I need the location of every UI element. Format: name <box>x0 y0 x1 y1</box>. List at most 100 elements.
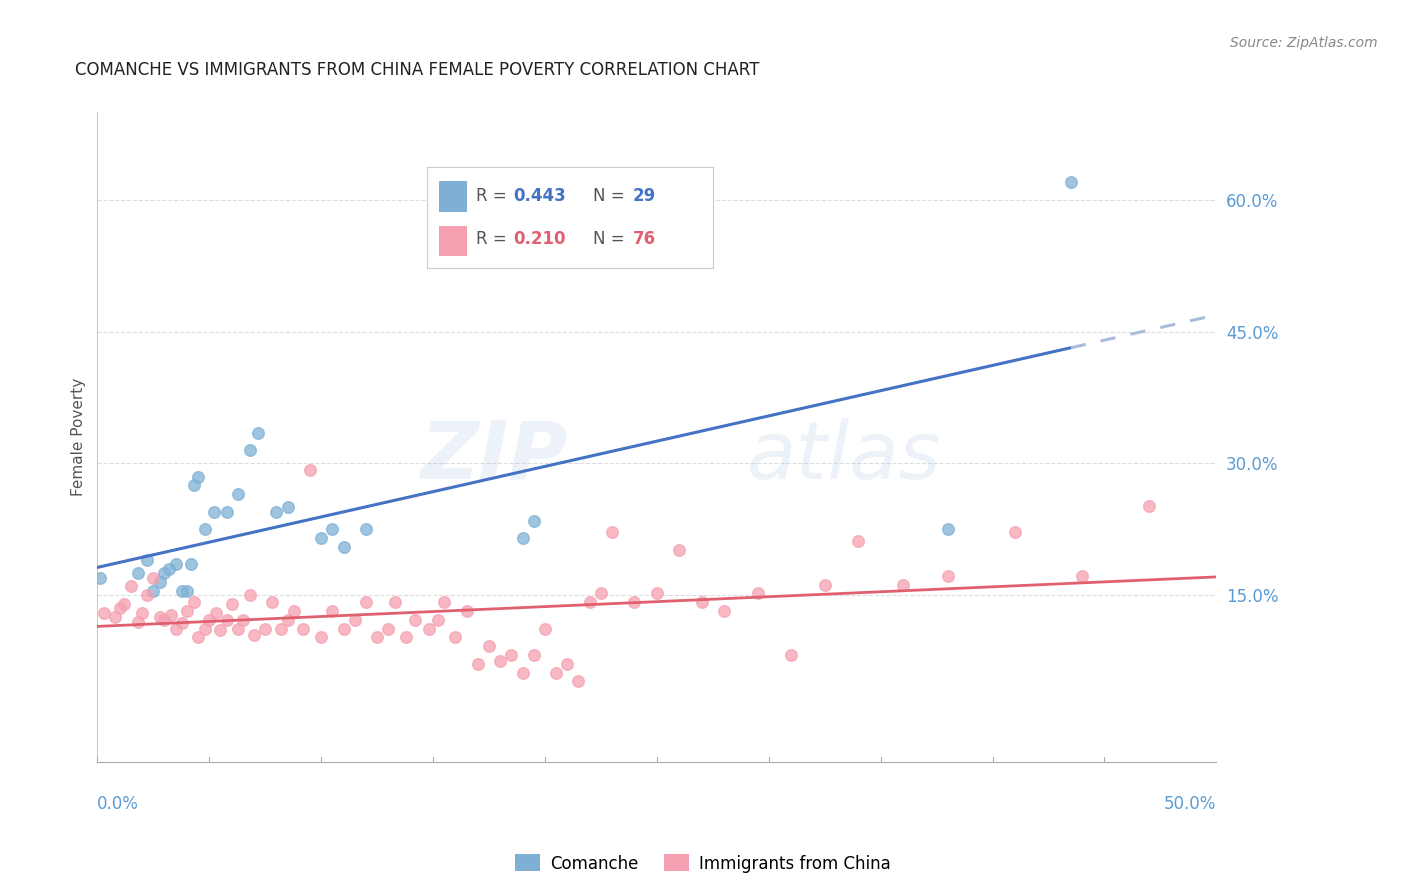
Point <box>283 604 305 618</box>
Point <box>89 571 111 585</box>
Text: Source: ZipAtlas.com: Source: ZipAtlas.com <box>1230 36 1378 50</box>
Point <box>366 631 388 645</box>
Point <box>153 613 176 627</box>
Point <box>180 558 202 572</box>
Point <box>120 579 142 593</box>
Point <box>780 648 803 662</box>
Point <box>478 639 501 653</box>
Point <box>172 616 194 631</box>
Point <box>600 524 623 539</box>
Point <box>205 606 228 620</box>
Point <box>127 566 149 581</box>
Point <box>183 595 205 609</box>
Point <box>936 522 959 536</box>
Point <box>221 597 243 611</box>
Point <box>238 443 260 458</box>
Point <box>232 613 254 627</box>
Point <box>176 604 198 618</box>
Point <box>266 505 288 519</box>
Point <box>183 478 205 492</box>
Point <box>395 631 418 645</box>
Point <box>444 631 467 645</box>
Point <box>1137 499 1160 513</box>
Point <box>936 569 959 583</box>
Point <box>172 583 194 598</box>
Text: 50.0%: 50.0% <box>1164 795 1216 813</box>
Text: COMANCHE VS IMMIGRANTS FROM CHINA FEMALE POVERTY CORRELATION CHART: COMANCHE VS IMMIGRANTS FROM CHINA FEMALE… <box>75 62 759 79</box>
Point <box>228 622 250 636</box>
Point <box>578 595 600 609</box>
Point <box>247 425 270 440</box>
Point <box>489 654 512 668</box>
Point <box>292 622 315 636</box>
Point <box>243 628 266 642</box>
Point <box>254 622 277 636</box>
Point <box>523 514 546 528</box>
Point <box>1060 175 1083 189</box>
Point <box>426 613 449 627</box>
Point <box>104 610 127 624</box>
Point <box>187 469 209 483</box>
Point <box>456 604 478 618</box>
Text: 0.0%: 0.0% <box>97 795 139 813</box>
Point <box>217 505 239 519</box>
Text: ZIP: ZIP <box>420 417 567 496</box>
Point <box>131 606 153 620</box>
Point <box>149 575 172 590</box>
Point <box>135 553 157 567</box>
Point <box>277 500 299 515</box>
Point <box>309 531 332 545</box>
Point <box>108 601 131 615</box>
Point <box>384 595 406 609</box>
Point <box>194 522 217 536</box>
Text: atlas: atlas <box>747 417 941 496</box>
Point <box>512 665 534 680</box>
Point <box>142 583 165 598</box>
Point <box>209 624 232 638</box>
Point <box>1004 524 1026 539</box>
Y-axis label: Female Poverty: Female Poverty <box>72 378 86 496</box>
Point <box>142 571 165 585</box>
Point <box>149 610 172 624</box>
Point <box>157 562 180 576</box>
Point <box>846 533 869 548</box>
Point <box>270 622 292 636</box>
Point <box>165 558 187 572</box>
Point <box>176 583 198 598</box>
Point <box>93 606 115 620</box>
Point <box>418 622 440 636</box>
Point <box>238 588 260 602</box>
Point <box>567 674 589 689</box>
Point <box>127 615 149 629</box>
Point <box>135 588 157 602</box>
Point <box>814 578 837 592</box>
Point <box>404 613 426 627</box>
Point <box>321 604 343 618</box>
Point <box>309 631 332 645</box>
Point <box>332 540 354 554</box>
Point <box>713 604 735 618</box>
Point <box>228 487 250 501</box>
Point <box>645 586 668 600</box>
Point <box>546 665 568 680</box>
Point <box>501 648 523 662</box>
Point <box>623 595 645 609</box>
Point <box>160 607 183 622</box>
Point <box>668 542 690 557</box>
Point <box>198 613 221 627</box>
Point <box>112 597 135 611</box>
Point <box>534 622 557 636</box>
Point <box>891 578 914 592</box>
Point <box>165 622 187 636</box>
Point <box>260 595 283 609</box>
Point <box>202 505 225 519</box>
Point <box>332 622 354 636</box>
Point <box>187 631 209 645</box>
Point <box>589 586 612 600</box>
Point <box>354 595 377 609</box>
Point <box>555 657 578 671</box>
Point <box>433 595 456 609</box>
Point <box>512 531 534 545</box>
Point <box>321 522 343 536</box>
Point <box>1071 569 1094 583</box>
